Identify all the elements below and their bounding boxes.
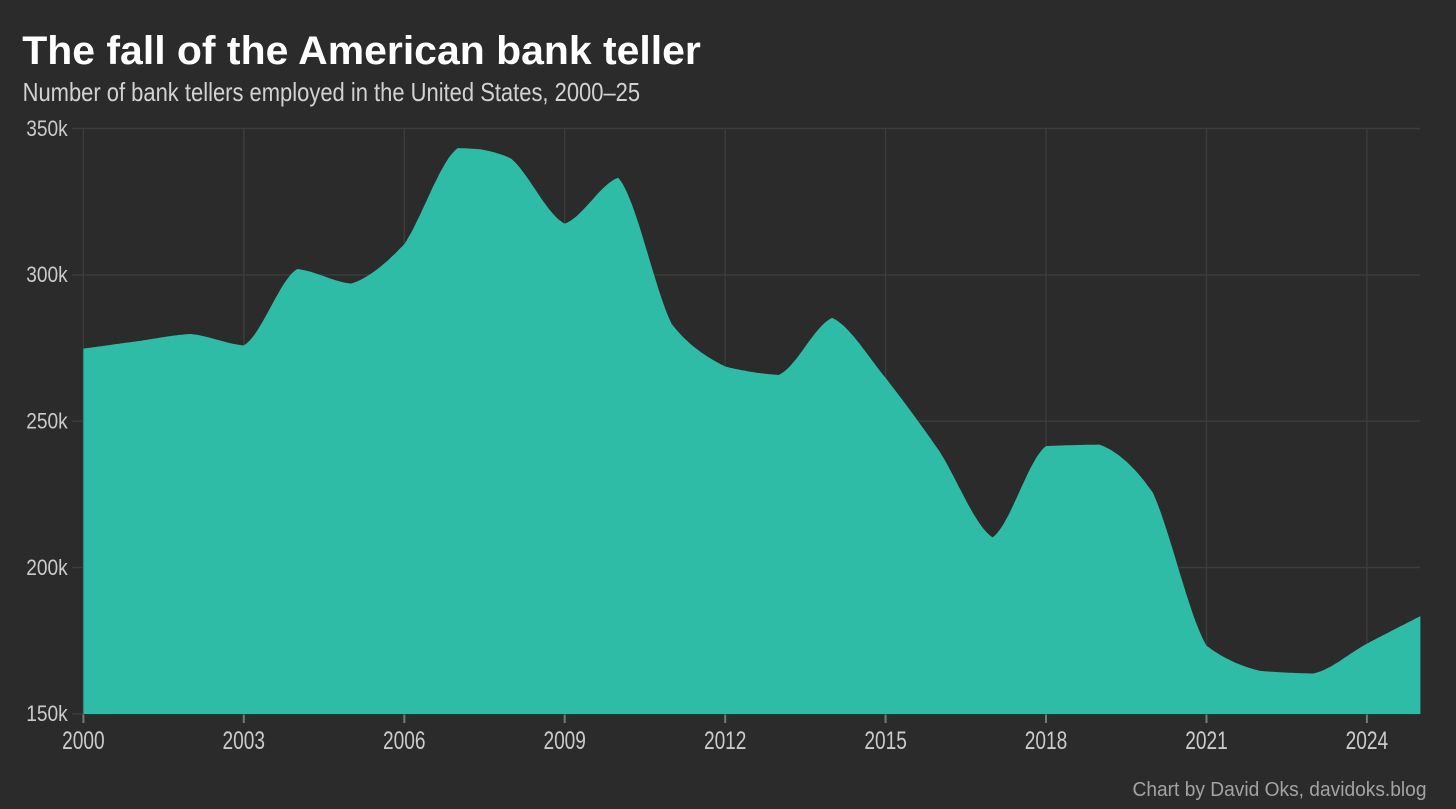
svg-text:350k: 350k	[26, 116, 68, 141]
svg-text:2000: 2000	[62, 727, 105, 755]
svg-text:Number of bank tellers employe: Number of bank tellers employed in the U…	[23, 77, 641, 107]
svg-text:150k: 150k	[26, 701, 68, 726]
svg-text:Chart by David Oks, davidoks.b: Chart by David Oks, davidoks.blog	[1133, 778, 1427, 801]
svg-text:The fall of the American bank: The fall of the American bank teller	[22, 29, 701, 73]
svg-text:2003: 2003	[223, 727, 266, 755]
svg-text:2015: 2015	[864, 727, 907, 755]
svg-text:2009: 2009	[543, 727, 586, 755]
svg-text:200k: 200k	[26, 555, 68, 580]
svg-text:2018: 2018	[1025, 727, 1068, 755]
svg-text:2021: 2021	[1185, 727, 1228, 755]
svg-text:300k: 300k	[26, 262, 68, 287]
svg-text:2012: 2012	[704, 727, 747, 755]
svg-text:2024: 2024	[1346, 727, 1389, 755]
svg-text:2006: 2006	[383, 727, 426, 755]
svg-text:250k: 250k	[26, 409, 68, 434]
